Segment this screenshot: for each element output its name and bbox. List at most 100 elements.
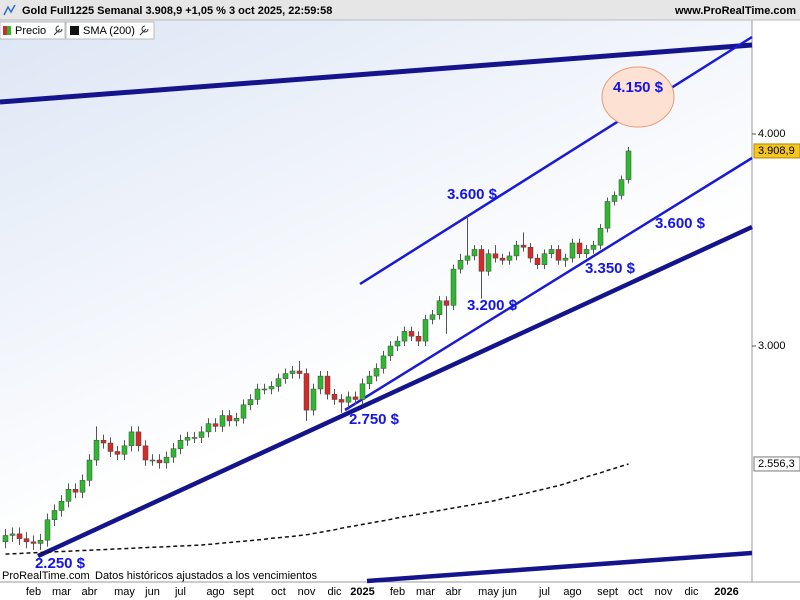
candle-body	[149, 459, 156, 462]
candle-body	[233, 417, 240, 422]
trend-line	[344, 156, 753, 412]
candle-body	[198, 431, 205, 438]
candle-body	[527, 247, 534, 259]
candle-body	[240, 404, 247, 419]
settings-icon[interactable]	[139, 25, 149, 36]
x-tick-label: mar	[416, 586, 435, 598]
candle-body	[268, 386, 275, 390]
candle-body	[317, 375, 324, 390]
candle-body	[282, 373, 289, 379]
candle-body	[163, 456, 170, 464]
candle-body	[520, 244, 527, 248]
candle-body	[338, 399, 345, 403]
legend-swatch	[70, 26, 79, 35]
candle-body	[72, 489, 79, 493]
legend-label: Precio	[15, 25, 46, 37]
price-marker-label: 2.556,3	[758, 458, 795, 470]
x-tick-label: nov	[655, 586, 673, 598]
x-tick-label: ago	[206, 586, 224, 598]
legend-swatch	[7, 26, 11, 35]
candle-body	[408, 331, 415, 337]
legend-item[interactable]	[0, 21, 66, 40]
annotation: 2.750 $	[349, 411, 400, 428]
candle-body	[562, 257, 569, 261]
candle-body	[513, 244, 520, 257]
candle-body	[114, 451, 121, 455]
annotation: 2.250 $	[35, 555, 86, 572]
candle-body	[464, 255, 471, 261]
price-marker-label: 3.908,9	[758, 145, 795, 157]
settings-icon[interactable]	[53, 25, 63, 36]
candle-body	[289, 370, 296, 374]
source: ProRealTime.com	[2, 570, 90, 582]
x-tick-label: jul	[174, 586, 186, 598]
candle-body	[569, 242, 576, 259]
candle-body	[107, 442, 114, 452]
candle-body	[597, 227, 604, 246]
candle-body	[352, 396, 359, 400]
annotation: 3.350 $	[585, 260, 636, 277]
candle-body	[471, 249, 478, 257]
candle-body	[373, 368, 380, 377]
candle-body	[415, 335, 422, 342]
target-ellipse	[601, 66, 675, 128]
candle-body	[51, 510, 58, 520]
candle-body	[226, 415, 233, 422]
trend-lines	[0, 35, 753, 584]
annotation: 3.200 $	[467, 297, 518, 314]
candle-body	[247, 399, 254, 406]
candle-body	[310, 388, 317, 411]
candle-body	[191, 437, 198, 439]
annotation: 4.150 $	[613, 79, 664, 96]
candle-body	[534, 257, 541, 265]
trend-line	[366, 550, 753, 584]
candle-body	[380, 355, 387, 369]
y-tick-label: 4.000	[758, 128, 786, 140]
candle-body	[9, 533, 16, 536]
x-tick-label: abr	[82, 586, 98, 598]
candle-body	[205, 423, 212, 433]
header-bar	[0, 0, 800, 20]
candle-body	[135, 431, 142, 447]
candle-body	[506, 255, 513, 261]
candle-body	[450, 268, 457, 306]
note: Datos históricos ajustados a los vencimi…	[95, 570, 317, 582]
candle-body	[65, 489, 72, 502]
candle-body	[212, 423, 219, 427]
candle-body	[30, 541, 37, 544]
candle-body	[625, 150, 632, 180]
annotation: 3.600 $	[655, 215, 706, 232]
x-tick-label: nov	[298, 586, 316, 598]
candle-body	[121, 445, 128, 455]
candle-body	[170, 448, 177, 458]
candle-body	[422, 319, 429, 342]
x-tick-label: sept	[597, 586, 618, 598]
price-marker	[753, 456, 800, 472]
x-tick-label: oct	[628, 586, 643, 598]
candle-body	[478, 249, 485, 272]
candle-body	[611, 195, 618, 202]
candle-body	[583, 249, 590, 255]
legend-label: SMA (200)	[83, 25, 135, 37]
candle-body	[590, 244, 597, 250]
candle-body	[142, 445, 149, 461]
candle-body	[177, 439, 184, 449]
candle-body	[261, 388, 268, 391]
x-tick-label: feb	[26, 586, 41, 598]
candle-body	[93, 439, 100, 461]
trend-line	[37, 224, 753, 559]
x-tick-label: ago	[563, 586, 581, 598]
price-marker	[753, 143, 800, 159]
y-tick-label: 3.000	[758, 340, 786, 352]
chart-title: Gold Full1225 Semanal 3.908,9 +1,05 % 3 …	[22, 5, 332, 17]
x-tick-label: dic	[327, 586, 342, 598]
legend-item[interactable]	[65, 21, 155, 40]
candle-body	[394, 340, 401, 347]
annotation: 3.600 $	[447, 186, 498, 203]
candle-body	[58, 501, 65, 511]
candle-body	[387, 345, 394, 357]
website[interactable]: www.ProRealTime.com	[674, 5, 796, 17]
x-tick-label: jul	[538, 586, 550, 598]
